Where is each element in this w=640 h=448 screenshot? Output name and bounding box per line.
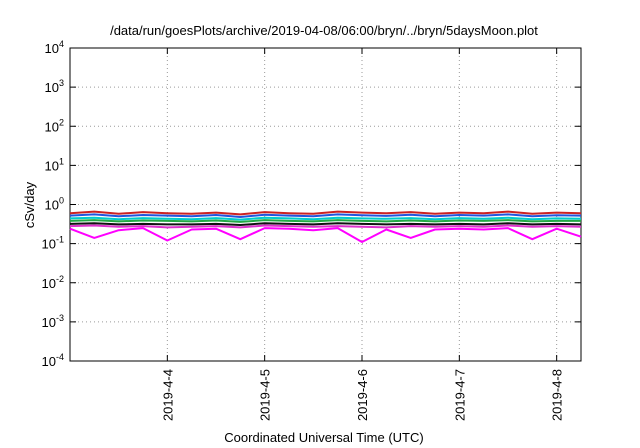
- axis-ticks: 10-4 10-3 10-2 10-1 100 101 102 103 104 2019-4-4 2…: [42, 39, 581, 421]
- series-line: [69, 213, 582, 218]
- series-line: [69, 219, 581, 223]
- x-tick-label: 2019-4-4: [160, 369, 175, 421]
- y-tick-label: 10-4: [42, 352, 64, 369]
- series-line: [69, 216, 582, 221]
- grid-lines: [70, 48, 581, 361]
- x-axis-label: Coordinated Universal Time (UTC): [224, 430, 423, 445]
- x-tick-label: 2019-4-5: [258, 369, 273, 421]
- y-tick-label: 100: [45, 196, 64, 213]
- data-series: [69, 210, 582, 243]
- y-axis-label: cSv/day: [22, 181, 37, 228]
- y-tick-label: 10-3: [42, 313, 64, 330]
- series-line: [69, 224, 582, 229]
- series-line: [69, 222, 582, 226]
- series-line: [69, 210, 582, 216]
- x-tick-label: 2019-4-6: [355, 369, 370, 421]
- y-tick-label: 104: [45, 39, 64, 56]
- y-tick-label: 10-1: [42, 235, 64, 252]
- y-tick-label: 102: [45, 117, 64, 134]
- series-line: [69, 227, 582, 243]
- y-tick-label: 103: [45, 78, 64, 95]
- chart-title: /data/run/goesPlots/archive/2019-04-08/0…: [110, 23, 538, 38]
- y-tick-label: 10-2: [42, 274, 64, 291]
- x-tick-label: 2019-4-8: [550, 369, 565, 421]
- y-tick-label: 101: [45, 156, 64, 173]
- x-tick-label: 2019-4-7: [452, 369, 467, 421]
